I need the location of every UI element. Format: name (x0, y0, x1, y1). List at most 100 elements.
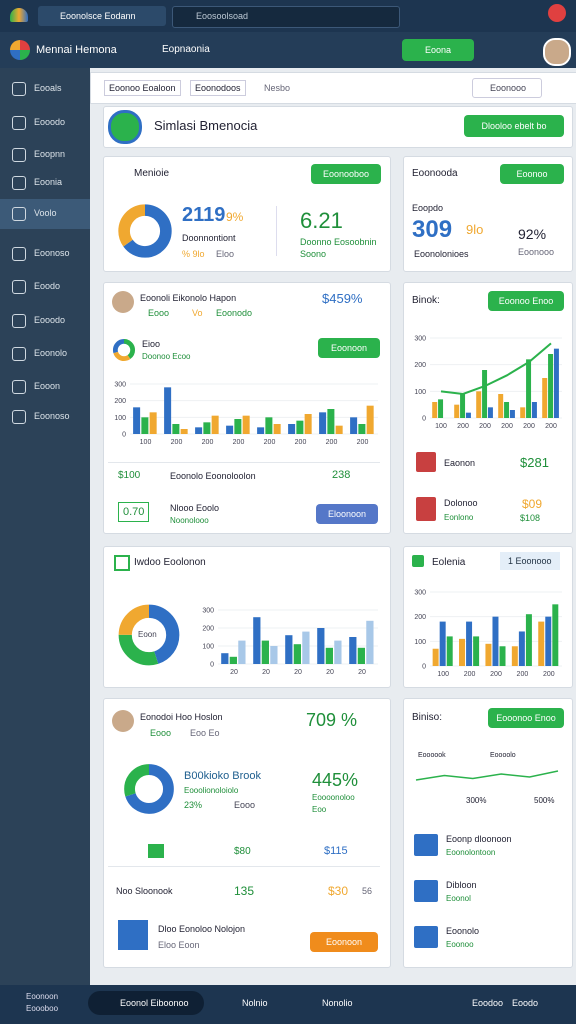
bar (293, 644, 301, 664)
sidebar-item[interactable]: Eoodo (0, 272, 90, 302)
card-button[interactable]: Eoonoon (318, 338, 380, 358)
card-button[interactable]: 1 Eoonooo (500, 552, 560, 570)
bar (542, 378, 548, 418)
browser-tab[interactable] (38, 6, 166, 26)
card-button[interactable]: Eoonoo (500, 164, 564, 184)
search-field[interactable] (472, 78, 542, 98)
breadcrumb[interactable]: Eoonoo Eoaloon (104, 80, 181, 96)
sidebar-item[interactable]: Eoonoso (0, 239, 90, 269)
breadcrumb[interactable]: Nesbo (264, 83, 291, 93)
app-name[interactable]: Nolnio (242, 998, 268, 1008)
sidebar-item[interactable]: Eoonolo (0, 339, 90, 369)
card-title: Eolenia (432, 557, 466, 568)
x-tick-label: 200 (543, 671, 555, 678)
bar (327, 409, 335, 434)
x-tick-label: 200 (517, 671, 529, 678)
x-tick-label: 200 (326, 439, 338, 446)
note-button[interactable]: Eloonoon (316, 504, 378, 524)
sidebar-icon (12, 148, 26, 162)
sidebar-label: Eooodo (34, 117, 66, 127)
breadcrumb[interactable]: Eoonodoos (190, 80, 246, 96)
card-button[interactable]: Eooonoo Enoo (488, 708, 564, 728)
metric-tag: Eooo (234, 800, 256, 810)
bar (446, 636, 453, 666)
y-tick-label: 100 (114, 415, 126, 422)
sidebar-item[interactable]: Eoopnn (0, 140, 90, 170)
legend-sub: Doonoo Ecoo (142, 352, 191, 361)
sidebar-item[interactable]: Voolo (0, 199, 90, 229)
bar (242, 415, 250, 434)
bar (460, 394, 466, 418)
banner-button[interactable]: Dlooloo ebelt bo (464, 115, 564, 137)
card-button[interactable]: Eoonooboo (311, 164, 381, 184)
y-tick-label: 0 (422, 416, 426, 423)
item-button[interactable]: Eoonoon (310, 932, 378, 952)
item-sub: Eoonoo (446, 940, 474, 949)
sidebar-item[interactable]: Eoonoso (0, 402, 90, 432)
bar (141, 417, 149, 434)
item-title: Dibloon (446, 880, 477, 890)
x-tick-label: 200 (501, 423, 513, 430)
bar (492, 616, 499, 666)
close-button[interactable] (548, 4, 566, 22)
item-value: $281 (520, 455, 549, 470)
bar (438, 399, 444, 418)
bar (296, 420, 304, 434)
header-button[interactable]: Eoona (402, 39, 474, 61)
card-value: $459% (322, 291, 363, 306)
donut-segment (124, 764, 174, 814)
metric-sub: Eoonooo (518, 247, 555, 257)
bar (439, 621, 446, 666)
icon (148, 844, 164, 858)
bar (487, 407, 493, 418)
item-icon (414, 834, 438, 856)
bar (485, 643, 492, 666)
app-header (0, 32, 576, 68)
x-tick-label: 200 (457, 423, 469, 430)
item-icon (416, 452, 436, 472)
bar (302, 631, 310, 664)
app-name[interactable]: Nonolio (322, 998, 353, 1008)
x-tick-label: 200 (295, 439, 307, 446)
taskbar-text: Eoodo (512, 998, 539, 1008)
chip: Eoo Eo (190, 728, 220, 738)
sidebar-icon (12, 380, 26, 394)
sidebar-label: Eoodo (34, 281, 61, 291)
search-box[interactable] (172, 6, 400, 28)
growth-sub: Eoo (312, 805, 327, 814)
x-tick-label: 20 (262, 669, 270, 676)
sidebar-label: Eooodo (34, 315, 66, 325)
metric-pct: 23% (184, 800, 203, 810)
sidebar-item[interactable]: Eoonia (0, 168, 90, 198)
metric-value: 309 (412, 216, 453, 243)
metric-sub: % 9lo (182, 249, 205, 259)
sidebar-item[interactable]: Eooodo (0, 306, 90, 336)
row-count: 56 (362, 886, 373, 896)
bar (164, 387, 172, 434)
y-tick-label: 0 (422, 664, 426, 671)
bar (465, 412, 471, 418)
legend-title: Eioo (142, 339, 161, 349)
bar (518, 631, 525, 666)
donut-label: Eoon (138, 630, 157, 639)
y-tick-label: 300 (114, 382, 126, 389)
chip: Eoonodo (216, 308, 253, 318)
sidebar-item[interactable]: Eooon (0, 372, 90, 402)
user-pill[interactable] (88, 991, 204, 1015)
line-chart (415, 770, 559, 781)
bar (226, 425, 234, 434)
divider (108, 462, 380, 463)
chip: Vo (192, 308, 203, 318)
avatar[interactable] (543, 38, 571, 66)
bar (531, 402, 537, 418)
bar (454, 404, 460, 418)
bar (285, 635, 293, 664)
x-tick-label: 100 (435, 423, 447, 430)
bar-chart: 0 100 200 300 100 200 200 200 200 (414, 590, 562, 678)
badge: 0.70 (118, 502, 150, 522)
card-button[interactable]: Eoonoo Enoo (488, 291, 564, 311)
chart-label: 300% (466, 796, 487, 805)
y-tick-label: 100 (414, 639, 426, 646)
sidebar-item[interactable]: Eooodo (0, 108, 90, 138)
sidebar-item[interactable]: Eooals (0, 74, 90, 104)
